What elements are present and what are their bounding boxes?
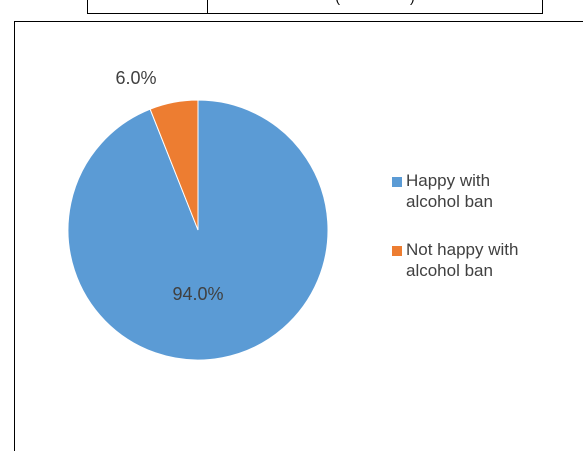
legend-happy-line1: Happy with [406,171,491,190]
legend-swatch-not-happy [392,246,402,256]
cropped-table-row: () [87,0,543,14]
table-cell-fragment: () [208,0,542,5]
table-fragment-open: ( [335,0,340,5]
legend-not-happy-line1: Not happy with [406,240,519,259]
legend-label-not-happy: Not happy with alcohol ban [406,239,566,281]
legend-item-happy: Happy with alcohol ban [392,170,566,212]
data-label-happy: 94.0% [172,284,223,304]
legend-item-not-happy: Not happy with alcohol ban [392,239,566,281]
legend-swatch-happy [392,177,402,187]
data-label-not-happy: 6.0% [115,68,156,88]
table-fragment-close: ) [410,0,415,5]
legend-not-happy-line2: alcohol ban [406,261,493,280]
table-column-divider [207,0,208,13]
chart-frame [14,21,583,451]
legend-happy-line2: alcohol ban [406,192,493,211]
legend-label-happy: Happy with alcohol ban [406,170,566,212]
slice-not-happy [149,99,199,231]
